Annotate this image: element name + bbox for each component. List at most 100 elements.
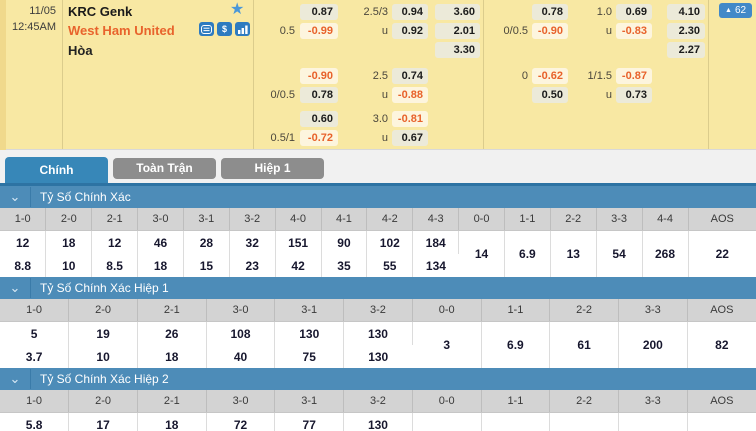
odds-cell[interactable]: 10	[68, 345, 138, 368]
odds-value[interactable]: -0.99	[300, 23, 338, 39]
odds-value[interactable]: -0.83	[616, 23, 652, 39]
odds-cell[interactable]: 90	[321, 230, 368, 254]
odds-cell[interactable]: 3	[412, 321, 482, 368]
odds-cell[interactable]: 6.9	[504, 230, 551, 277]
odds-value[interactable]: -0.81	[392, 111, 428, 127]
odds-value[interactable]: -0.87	[616, 68, 652, 84]
odds-cell[interactable]: 17	[68, 412, 138, 431]
score-header-cell: 2-2	[550, 208, 597, 231]
odds-value[interactable]: -0.90	[300, 68, 338, 84]
odds-value[interactable]: -0.72	[300, 130, 338, 146]
odds-cell[interactable]: 77	[274, 412, 345, 431]
odds-cell[interactable]: 3.7	[0, 345, 70, 368]
odds-cell[interactable]: 184	[412, 230, 460, 254]
stats-chart-icon[interactable]	[235, 22, 250, 36]
odds-value[interactable]: 2.30	[667, 23, 705, 39]
odds-cell[interactable]: 12	[0, 230, 47, 254]
odds-cell[interactable]: 10	[45, 254, 93, 277]
odds-cell[interactable]: 102	[366, 230, 414, 254]
chevron-down-icon[interactable]: ⌄	[0, 187, 31, 207]
odds-cell[interactable]: 268	[642, 230, 689, 277]
odds-value[interactable]: -0.62	[532, 68, 568, 84]
favorite-star-icon[interactable]: ★	[230, 1, 245, 18]
odds-cell[interactable]: 5	[0, 321, 70, 345]
odds-cell[interactable]: 42	[275, 254, 322, 277]
tab-toan-tran[interactable]: Toàn Trận	[113, 158, 216, 179]
odds-value[interactable]: 0.78	[300, 87, 338, 103]
odds-cell[interactable]: 130	[343, 321, 413, 345]
odds-cell[interactable]: 8.8	[0, 254, 47, 277]
section-header[interactable]: ⌄ Tỷ Số Chính Xác	[0, 186, 756, 208]
handicap-label: 1/1.5	[587, 70, 612, 82]
odds-value[interactable]: -0.90	[532, 23, 568, 39]
odds-cell[interactable]: 72	[206, 412, 276, 431]
odds-cell[interactable]: 18	[45, 230, 93, 254]
odds-cell[interactable]: 26	[137, 321, 207, 345]
odds-cell[interactable]: 5.8	[0, 412, 70, 431]
bet-slip-icon[interactable]	[199, 22, 214, 36]
score-header-cell: 3-1	[274, 299, 345, 322]
odds-value[interactable]: 2.27	[667, 42, 705, 58]
odds-cell[interactable]: 33	[549, 412, 619, 431]
odds-cell[interactable]: 18	[137, 345, 207, 368]
odds-value[interactable]: 0.78	[532, 4, 568, 20]
tab-hiep-1[interactable]: Hiệp 1	[221, 158, 324, 179]
odds-value[interactable]: 2.01	[435, 23, 480, 39]
odds-value[interactable]: 3.60	[435, 4, 480, 20]
chevron-down-icon[interactable]: ⌄	[0, 278, 31, 298]
odds-cell[interactable]: 23	[229, 254, 276, 277]
odds-cell[interactable]: 75	[274, 345, 345, 368]
odds-cell[interactable]: 3.5	[412, 412, 482, 431]
odds-cell[interactable]: 130	[343, 412, 413, 431]
odds-cell[interactable]: 18	[137, 412, 207, 431]
odds-value[interactable]: 0.73	[616, 87, 652, 103]
odds-value[interactable]: 0.69	[616, 4, 652, 20]
odds-cell[interactable]: 13	[550, 230, 597, 277]
tab-chinh[interactable]: Chính	[5, 157, 108, 183]
odds-cell[interactable]: 200	[618, 321, 688, 368]
odds-cell[interactable]: 55	[366, 254, 414, 277]
odds-cell[interactable]: 130	[618, 412, 688, 431]
odds-cell[interactable]: 35	[321, 254, 368, 277]
odds-cell[interactable]: 54	[596, 230, 643, 277]
odds-cell[interactable]: 38	[687, 413, 756, 431]
odds-cell[interactable]: 130	[274, 321, 345, 345]
odds-cell[interactable]: 19	[68, 321, 138, 345]
odds-value[interactable]: 0.60	[300, 111, 338, 127]
dollar-icon[interactable]: $	[217, 22, 232, 36]
odds-cell[interactable]: 40	[206, 345, 276, 368]
odds-cell[interactable]: 14	[458, 230, 505, 277]
odds-value[interactable]: -0.88	[392, 87, 428, 103]
section-header[interactable]: ⌄ Tỷ Số Chính Xác Hiệp 2	[0, 368, 756, 390]
odds-cell[interactable]: 15	[183, 254, 230, 277]
odds-cell[interactable]: 130	[368, 349, 389, 364]
more-bets-badge[interactable]: ▲ 62	[719, 3, 753, 18]
odds-value[interactable]: 0.94	[392, 4, 428, 20]
odds-cell[interactable]: 32	[229, 230, 276, 254]
odds-cell[interactable]: 46	[137, 230, 184, 254]
odds-cell[interactable]: 28	[183, 230, 230, 254]
odds-value[interactable]: 4.10	[667, 4, 705, 20]
odds-value[interactable]: 3.30	[435, 42, 480, 58]
odds-cell[interactable]: 151	[275, 230, 322, 254]
odds-cell[interactable]: 6.9	[481, 321, 551, 368]
odds-cell[interactable]: 108	[206, 321, 276, 345]
odds-value[interactable]: 0.50	[532, 87, 568, 103]
chevron-down-icon[interactable]: ⌄	[0, 369, 31, 389]
odds-value[interactable]: 0.67	[392, 130, 428, 146]
score-section: ⌄ Tỷ Số Chính Xác Hiệp 1 1-0 2-0 2-1 3-0 3-1 3-…	[0, 277, 756, 368]
odds-cell[interactable]: 134	[425, 258, 446, 273]
odds-cell[interactable]: 8.5	[91, 254, 139, 277]
section-header[interactable]: ⌄ Tỷ Số Chính Xác Hiệp 1	[0, 277, 756, 299]
odds-value[interactable]: 0.92	[392, 23, 428, 39]
score-section: ⌄ Tỷ Số Chính Xác 1-0 2-0 2-1 3-0 3-1 3-2 4-0 4-1…	[0, 186, 756, 277]
odds-cell[interactable]: 18	[137, 254, 184, 277]
odds-value[interactable]: 0.74	[392, 68, 428, 84]
odds-cell[interactable]: 82	[715, 338, 729, 352]
odds-value[interactable]: 0.87	[300, 4, 338, 20]
odds-cell[interactable]: 12	[91, 230, 139, 254]
divider	[253, 0, 254, 149]
odds-cell[interactable]: 6.2	[481, 412, 551, 431]
odds-cell[interactable]: 61	[549, 321, 619, 368]
odds-cell[interactable]: 22	[715, 247, 729, 261]
